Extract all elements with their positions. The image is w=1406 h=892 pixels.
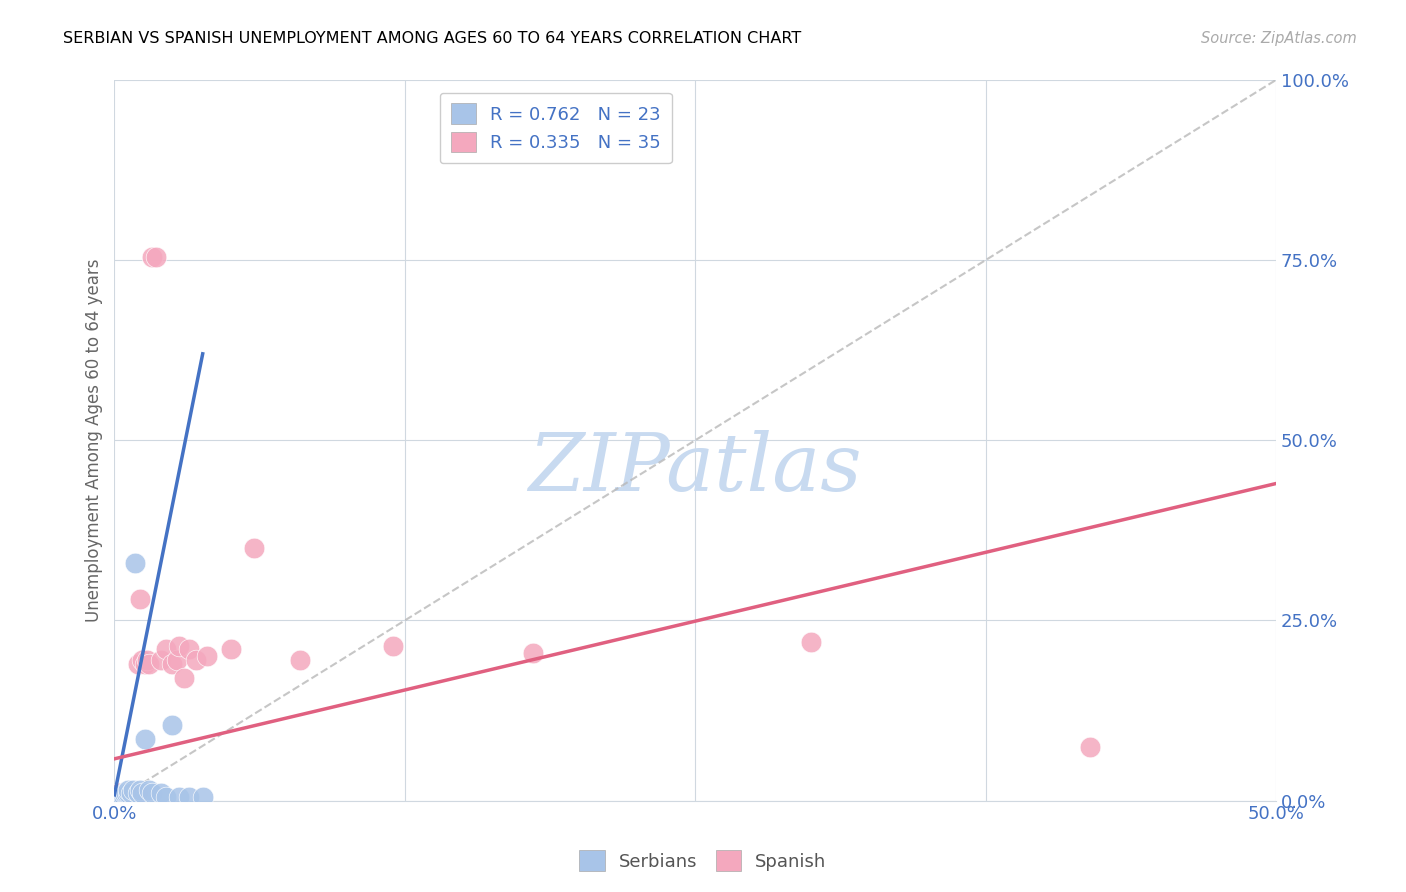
- Point: [124, 556, 146, 570]
- Point: [117, 786, 139, 800]
- Point: [184, 653, 207, 667]
- Text: Source: ZipAtlas.com: Source: ZipAtlas.com: [1201, 31, 1357, 46]
- Point: [149, 653, 172, 667]
- Point: [162, 718, 184, 732]
- Point: [115, 790, 138, 805]
- Point: [177, 642, 200, 657]
- Point: [149, 786, 172, 800]
- Point: [105, 790, 128, 805]
- Point: [115, 786, 138, 800]
- Legend: R = 0.762   N = 23, R = 0.335   N = 35: R = 0.762 N = 23, R = 0.335 N = 35: [440, 93, 672, 163]
- Point: [112, 790, 135, 805]
- Point: [1078, 739, 1101, 754]
- Point: [145, 250, 167, 264]
- Point: [110, 790, 132, 805]
- Text: SERBIAN VS SPANISH UNEMPLOYMENT AMONG AGES 60 TO 64 YEARS CORRELATION CHART: SERBIAN VS SPANISH UNEMPLOYMENT AMONG AG…: [63, 31, 801, 46]
- Point: [382, 639, 405, 653]
- Point: [108, 786, 131, 800]
- Point: [162, 657, 184, 671]
- Point: [131, 786, 153, 800]
- Point: [219, 642, 242, 657]
- Point: [155, 790, 177, 805]
- Point: [120, 790, 142, 805]
- Point: [112, 790, 135, 805]
- Point: [117, 790, 139, 805]
- Point: [800, 635, 823, 649]
- Legend: Serbians, Spanish: Serbians, Spanish: [572, 843, 834, 879]
- Point: [522, 646, 544, 660]
- Point: [169, 790, 191, 805]
- Point: [243, 541, 266, 556]
- Point: [195, 649, 218, 664]
- Point: [105, 790, 128, 805]
- Point: [122, 786, 145, 800]
- Point: [173, 671, 195, 685]
- Point: [112, 786, 135, 800]
- Point: [127, 786, 149, 800]
- Text: ZIPatlas: ZIPatlas: [529, 430, 862, 508]
- Point: [127, 657, 149, 671]
- Point: [108, 790, 131, 805]
- Point: [129, 591, 152, 606]
- Point: [166, 653, 188, 667]
- Point: [124, 790, 146, 805]
- Point: [127, 786, 149, 800]
- Point: [134, 732, 156, 747]
- Point: [155, 642, 177, 657]
- Point: [136, 653, 159, 667]
- Point: [134, 657, 156, 671]
- Point: [122, 782, 145, 797]
- Point: [115, 786, 138, 800]
- Point: [141, 786, 163, 800]
- Point: [138, 782, 160, 797]
- Point: [131, 653, 153, 667]
- Point: [141, 250, 163, 264]
- Point: [290, 653, 312, 667]
- Point: [129, 782, 152, 797]
- Point: [117, 782, 139, 797]
- Point: [138, 657, 160, 671]
- Point: [110, 790, 132, 805]
- Y-axis label: Unemployment Among Ages 60 to 64 years: Unemployment Among Ages 60 to 64 years: [86, 259, 103, 622]
- Point: [177, 790, 200, 805]
- Point: [169, 639, 191, 653]
- Point: [191, 790, 214, 805]
- Point: [120, 786, 142, 800]
